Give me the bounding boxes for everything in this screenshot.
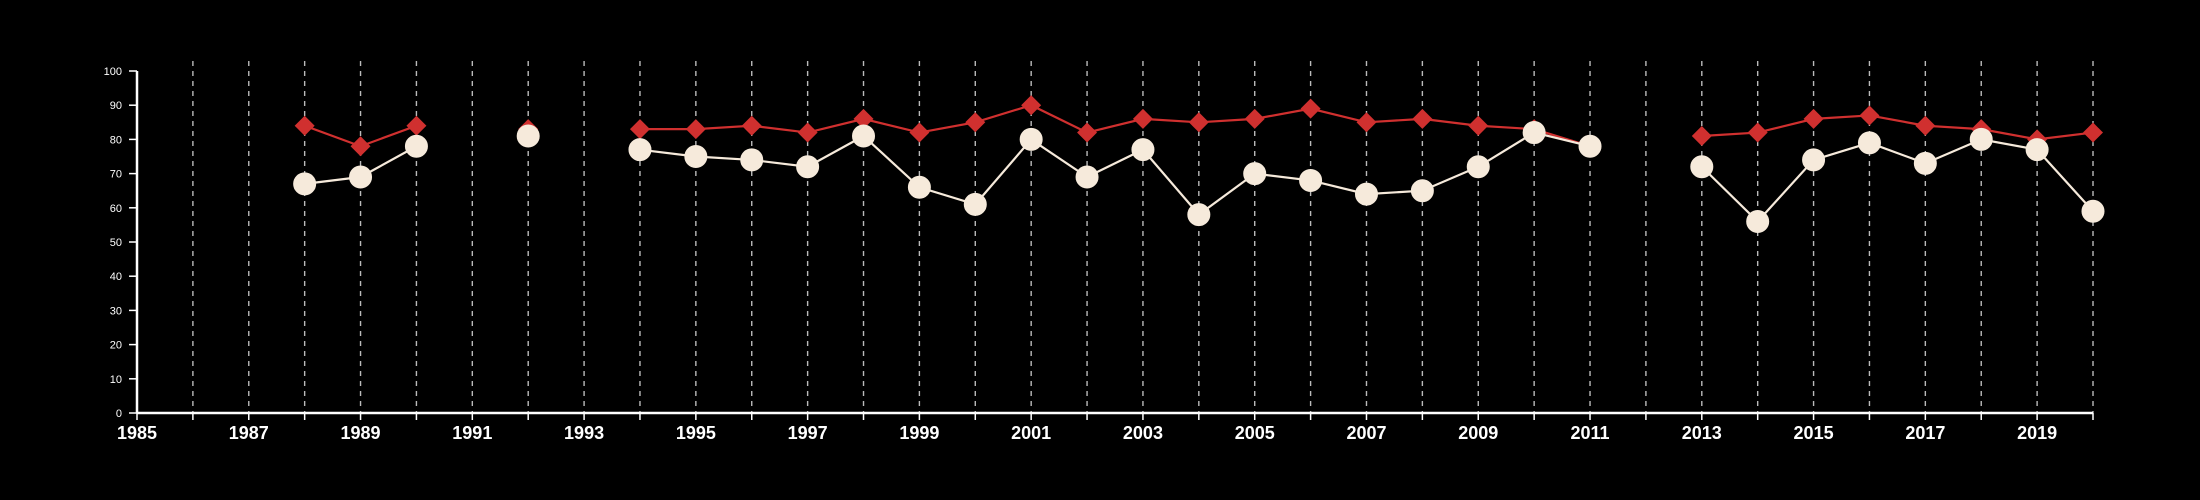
circle-point — [628, 138, 652, 162]
series-line — [639, 131, 1591, 217]
y-tick-label: 50 — [110, 237, 122, 249]
circle-point — [516, 124, 540, 148]
circle-point — [1802, 148, 1826, 172]
diamond-point — [1300, 98, 1321, 119]
circle-point — [1299, 168, 1323, 192]
x-tick-label: 1997 — [788, 423, 828, 443]
diamond-point — [406, 115, 427, 136]
circle-point — [349, 165, 373, 189]
diamond-point — [965, 112, 986, 133]
x-tick-label: 2005 — [1235, 423, 1275, 443]
circle-point — [963, 192, 987, 216]
circle-point — [1690, 155, 1714, 179]
y-tick-label: 30 — [110, 305, 122, 317]
diamond-point — [1244, 108, 1265, 129]
diamond-point — [1188, 112, 1209, 133]
diamond-point — [1859, 105, 1880, 126]
y-tick-label: 70 — [110, 169, 122, 181]
circle-point — [1019, 127, 1043, 151]
x-tick-label: 2015 — [1794, 423, 1834, 443]
diamond-point — [1691, 125, 1712, 146]
circle-point — [740, 148, 764, 172]
x-tick-label: 2001 — [1011, 423, 1051, 443]
circle-point — [684, 145, 708, 168]
diamond-point — [1747, 122, 1768, 143]
x-tick-label: 2019 — [2017, 423, 2057, 443]
circle-point — [1410, 179, 1434, 203]
circle-point — [1131, 138, 1155, 162]
y-tick-label: 10 — [110, 374, 122, 386]
series-line — [639, 104, 1591, 148]
y-axis-ticks: 0 10 20 30 40 50 60 70 80 90 100 — [104, 66, 137, 420]
x-tick-label: 2009 — [1458, 423, 1498, 443]
y-tick-label: 20 — [110, 340, 122, 352]
diamond-point — [1356, 112, 1377, 133]
x-tick-label: 2017 — [1905, 423, 1945, 443]
diamond-point — [1412, 108, 1433, 129]
series-circle — [293, 121, 2105, 233]
x-tick-label: 1991 — [452, 423, 492, 443]
y-tick-label: 60 — [110, 203, 122, 215]
circle-point — [1187, 203, 1211, 227]
x-tick-label: 1999 — [899, 423, 939, 443]
diamond-point — [853, 108, 874, 129]
x-tick-label: 1985 — [117, 423, 157, 443]
circle-point — [1522, 121, 1546, 145]
series-line — [1701, 114, 2094, 141]
vertical-grid — [192, 61, 2094, 413]
diamond-point — [629, 119, 650, 140]
x-tick-label: 1993 — [564, 423, 604, 443]
series-layer — [293, 95, 2105, 233]
circle-point — [907, 175, 931, 199]
x-tick-label: 2007 — [1346, 423, 1386, 443]
diamond-point — [909, 122, 930, 143]
circle-point — [1913, 151, 1937, 175]
diamond-point — [741, 115, 762, 136]
circle-point — [404, 134, 428, 158]
circle-point — [293, 172, 317, 196]
circle-point — [1857, 131, 1881, 155]
x-tick-label: 2003 — [1123, 423, 1163, 443]
circle-point — [852, 124, 876, 148]
x-tick-label: 2011 — [1570, 423, 1609, 443]
diamond-point — [797, 122, 818, 143]
x-tick-label: 2013 — [1682, 423, 1722, 443]
diamond-point — [1077, 122, 1098, 143]
circle-point — [796, 155, 820, 179]
diamond-point — [1132, 108, 1153, 129]
y-tick-label: 100 — [104, 66, 122, 78]
circle-point — [1578, 134, 1602, 158]
circle-point — [1746, 209, 1770, 233]
circle-point — [2081, 199, 2105, 223]
diamond-point — [685, 119, 706, 140]
circle-point — [1466, 155, 1490, 179]
x-axis-ticks: 1985 1987 1989 1991 1993 1995 1997 1999 2001 2003… — [117, 413, 2094, 443]
y-tick-label: 90 — [110, 100, 122, 112]
diamond-point — [294, 115, 315, 136]
circle-point — [1969, 127, 1993, 151]
circle-point — [2025, 138, 2049, 162]
x-tick-label: 1989 — [341, 423, 381, 443]
diamond-point — [1468, 115, 1489, 136]
y-tick-label: 80 — [110, 134, 122, 146]
y-tick-label: 40 — [110, 271, 122, 283]
diamond-point — [1021, 95, 1042, 116]
diamond-point — [1915, 115, 1936, 136]
circle-point — [1354, 182, 1378, 206]
circle-point — [1075, 165, 1099, 189]
diamond-point — [2083, 122, 2103, 143]
x-tick-label: 1995 — [676, 423, 716, 443]
circle-point — [1243, 162, 1267, 186]
diamond-point — [1803, 108, 1824, 129]
y-tick-label: 0 — [116, 408, 122, 420]
diamond-point — [350, 136, 371, 157]
x-tick-label: 1987 — [229, 423, 269, 443]
